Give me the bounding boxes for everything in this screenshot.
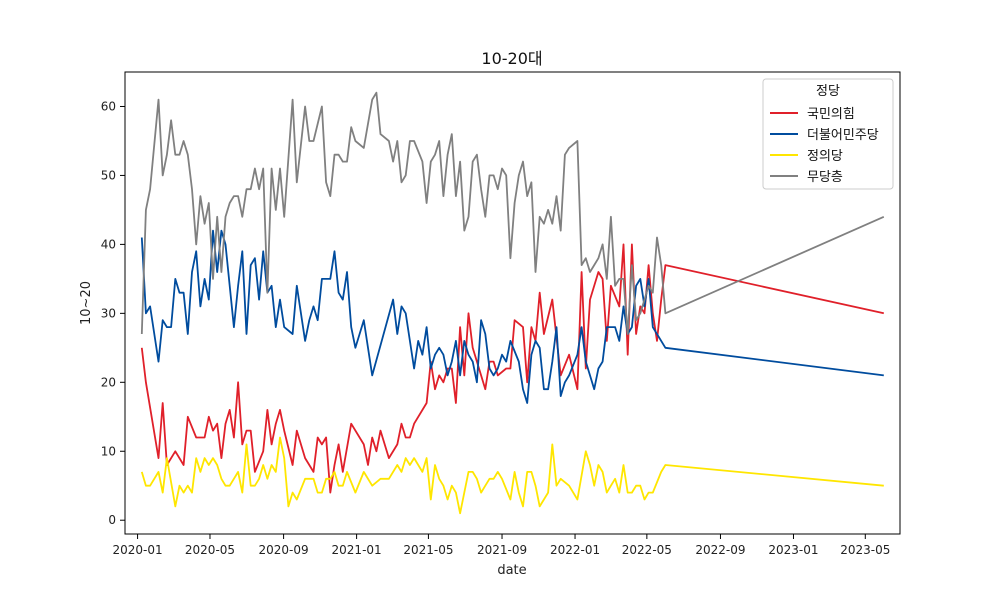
series-3-legend-label: 정의당 <box>807 149 843 164</box>
series-1-line <box>140 243 884 494</box>
series-2-legend-label: 더불어민주당 <box>807 128 879 143</box>
x-tick-label: 2021-01 <box>332 543 382 557</box>
y-tick-label: 60 <box>101 99 116 113</box>
x-tick-label: 2020-09 <box>259 543 309 557</box>
y-tick-label: 50 <box>101 168 116 182</box>
x-tick-label: 2023-05 <box>840 543 890 557</box>
x-tick-label: 2021-05 <box>403 543 453 557</box>
x-tick-label: 2021-09 <box>477 543 527 557</box>
y-axis: 0 10 20 30 40 50 60 <box>101 99 125 527</box>
x-tick-label: 2022-09 <box>695 543 745 557</box>
x-tick-label: 2022-05 <box>622 543 672 557</box>
y-axis-label: 10~20 <box>79 281 94 325</box>
x-tick-label: 2020-01 <box>112 543 162 557</box>
series-4-line <box>140 91 885 335</box>
series-layer <box>140 91 885 515</box>
y-tick-label: 30 <box>101 306 116 320</box>
series-2-line <box>140 229 884 404</box>
series-4-legend-label: 무당층 <box>807 170 843 185</box>
x-tick-label: 2022-01 <box>550 543 600 557</box>
series-3-line <box>140 436 884 515</box>
y-tick-label: 0 <box>108 513 116 527</box>
y-tick-label: 10 <box>101 444 116 458</box>
chart-title: 10-20대 <box>481 49 542 68</box>
plot-frame <box>124 71 901 535</box>
x-axis: 2020-01 2020-05 2020-09 2021-01 2021-05 2021-… <box>112 534 890 557</box>
x-axis-label: date <box>497 563 526 578</box>
legend-box <box>762 78 894 190</box>
legend-title: 정당 <box>816 84 840 99</box>
x-tick-label: 2020-05 <box>185 543 235 557</box>
series-1-legend-label: 국민의힘 <box>807 107 855 122</box>
y-tick-label: 20 <box>101 375 116 389</box>
y-tick-label: 40 <box>101 237 116 251</box>
x-tick-label: 2023-01 <box>768 543 818 557</box>
